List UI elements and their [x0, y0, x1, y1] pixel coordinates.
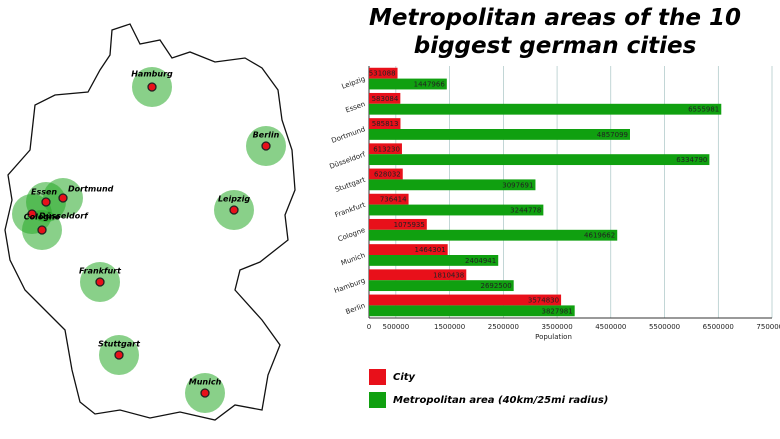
x-tick-label: 6500000: [703, 323, 734, 331]
y-tick-label: Hamburg: [333, 276, 366, 295]
city-label: Düsseldorf: [39, 212, 89, 221]
bar: [369, 294, 562, 306]
x-tick-label: 1500000: [434, 323, 465, 331]
city-label: Berlin: [253, 131, 280, 140]
y-tick-label: Dortmund: [330, 125, 366, 145]
bar-value-label: 585813: [372, 120, 399, 128]
bar-value-label: 1447966: [414, 81, 446, 89]
bar-value-label: 6555981: [688, 106, 719, 114]
bar-value-label: 3574830: [528, 296, 559, 304]
city-dot: [147, 82, 157, 92]
city-dot: [37, 225, 47, 235]
legend-label: Metropolitan area (40km/25mi radius): [393, 395, 608, 406]
bar-value-label: 3097691: [502, 181, 533, 189]
bar: [369, 129, 630, 140]
x-tick-label: 4500000: [595, 323, 626, 331]
city-dot: [261, 141, 271, 151]
city-label: Stuttgart: [98, 340, 141, 349]
city-label: Hamburg: [131, 70, 173, 79]
bar: [369, 269, 467, 281]
bar: [369, 179, 536, 191]
bar: [369, 305, 575, 317]
bar-value-label: 1810438: [433, 271, 464, 279]
bar: [369, 103, 722, 115]
bar: [369, 255, 499, 266]
bar: [369, 67, 398, 79]
bar-value-label: 531088: [369, 70, 396, 78]
chart-title: Metropolitan areas of the 10 biggest germ…: [369, 5, 741, 59]
bar: [369, 244, 448, 255]
city-dot: [95, 277, 105, 287]
city-dot: [41, 197, 51, 207]
bar-value-label: 2692500: [480, 282, 511, 290]
y-tick-label: Cologne: [337, 226, 367, 243]
x-tick-label: 3500000: [541, 323, 572, 331]
bar-value-label: 1464301: [414, 246, 445, 254]
city-dot: [58, 193, 68, 203]
bar: [369, 154, 710, 166]
x-axis-label: Population: [535, 333, 572, 341]
bar-value-label: 3827981: [542, 307, 573, 315]
bar-value-label: 4857099: [597, 131, 628, 139]
city-dot: [27, 209, 37, 219]
y-tick-label: Leipzig: [341, 75, 367, 91]
x-tick-label: 7500000: [756, 323, 780, 331]
city-label: Essen: [31, 188, 57, 197]
city-label: Munich: [189, 378, 222, 387]
bar: [369, 92, 401, 104]
bar: [369, 229, 618, 241]
y-tick-label: Frankfurt: [334, 201, 367, 219]
bar: [369, 193, 409, 205]
bar: [369, 280, 514, 292]
bar-value-label: 628032: [374, 170, 401, 178]
bar: [369, 143, 402, 155]
bar: [369, 118, 401, 129]
bar-value-label: 3244778: [510, 207, 541, 215]
x-tick-label: 500000: [382, 323, 409, 331]
city-dot: [114, 350, 124, 360]
bar-value-label: 1075935: [394, 221, 425, 229]
bar-value-label: 613230: [373, 145, 400, 153]
bar: [369, 204, 544, 216]
x-tick-label: 2500000: [488, 323, 519, 331]
bar-value-label: 6334790: [676, 156, 707, 164]
city-dot: [229, 205, 239, 215]
city-label: Dortmund: [68, 185, 114, 194]
y-tick-label: Düsseldorf: [328, 150, 366, 171]
bar: [369, 218, 427, 230]
x-tick-label: 0: [367, 323, 371, 331]
city-label: Frankfurt: [79, 267, 122, 276]
city-label: Leipzig: [218, 195, 250, 204]
y-tick-label: Essen: [344, 100, 366, 115]
y-tick-label: Stuttgart: [334, 176, 367, 194]
bar: [369, 168, 403, 180]
bar-value-label: 583084: [372, 95, 399, 103]
x-tick-label: 5500000: [649, 323, 680, 331]
bar: [369, 78, 447, 90]
bar-value-label: 2404941: [465, 257, 496, 265]
germany-outline: [4, 23, 296, 421]
city-dot: [200, 388, 210, 398]
y-tick-label: Berlin: [345, 302, 367, 316]
legend-swatch: [369, 369, 386, 385]
bar-value-label: 736414: [380, 196, 407, 204]
y-tick-label: Munich: [340, 251, 366, 267]
legend-label: City: [393, 372, 416, 383]
bar-value-label: 4619662: [584, 232, 615, 240]
legend-swatch: [369, 392, 386, 408]
city-label: Cologne: [24, 213, 61, 222]
